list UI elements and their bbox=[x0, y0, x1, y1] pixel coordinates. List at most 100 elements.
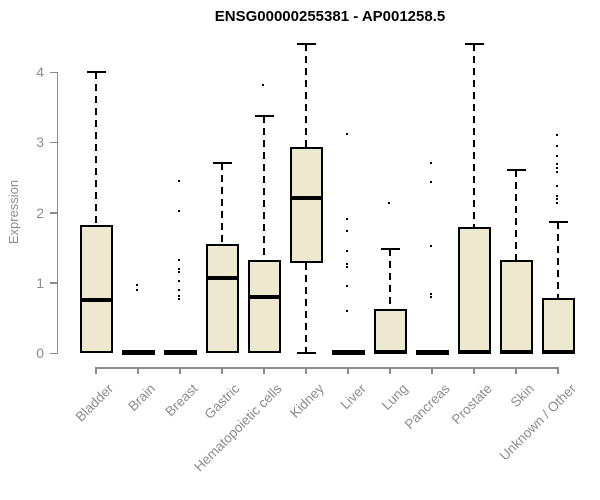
median-line bbox=[499, 349, 533, 354]
whisker-cap bbox=[464, 42, 484, 45]
outlier-point bbox=[135, 288, 138, 291]
x-tick-label-bladder: Bladder bbox=[73, 381, 117, 425]
y-axis-line bbox=[56, 72, 58, 354]
median-line bbox=[457, 349, 491, 354]
lower-whisker bbox=[305, 263, 307, 353]
box-kidney bbox=[289, 147, 323, 264]
median-line bbox=[247, 294, 281, 299]
median-line bbox=[205, 275, 239, 280]
outlier-point bbox=[177, 289, 180, 292]
median-line bbox=[289, 196, 323, 201]
x-tick bbox=[137, 367, 139, 374]
chart-title: ENSG00000255381 - AP001258.5 bbox=[214, 8, 446, 25]
outlier-point bbox=[177, 280, 180, 283]
outlier-point bbox=[177, 259, 180, 262]
outlier-point bbox=[345, 266, 348, 269]
box-bladder bbox=[79, 225, 113, 353]
median-line bbox=[121, 349, 155, 354]
x-axis-line bbox=[95, 367, 559, 369]
x-tick bbox=[179, 367, 181, 374]
outlier-point bbox=[555, 202, 558, 205]
median-line bbox=[79, 298, 113, 303]
outlier-point bbox=[555, 194, 558, 197]
x-tick bbox=[221, 367, 223, 374]
outlier-point bbox=[555, 134, 558, 137]
outlier-point bbox=[555, 145, 558, 148]
x-tick bbox=[347, 367, 349, 374]
whisker-cap bbox=[86, 71, 106, 73]
outlier-point bbox=[177, 271, 180, 274]
y-tick-label: 4 bbox=[36, 64, 44, 80]
outlier-point bbox=[345, 218, 348, 221]
whisker-cap bbox=[296, 42, 316, 45]
y-tick bbox=[50, 141, 57, 144]
outlier-point bbox=[429, 295, 432, 298]
x-tick bbox=[389, 367, 391, 374]
outlier-point bbox=[345, 250, 348, 253]
whisker-cap bbox=[380, 248, 400, 251]
x-tick-label-unknown-other: Unknown / Other bbox=[496, 381, 579, 464]
outlier-point bbox=[177, 180, 180, 183]
upper-whisker bbox=[389, 249, 391, 309]
y-tick-label: 0 bbox=[36, 345, 44, 361]
outlier-point bbox=[345, 285, 348, 288]
y-tick-label: 3 bbox=[36, 134, 44, 151]
whisker-cap bbox=[548, 221, 568, 224]
x-tick bbox=[263, 367, 265, 374]
box-skin bbox=[499, 259, 533, 353]
y-tick-label: 2 bbox=[36, 204, 44, 221]
x-tick-label-brain: Brain bbox=[125, 381, 159, 414]
x-tick-label-kidney: Kidney bbox=[286, 381, 327, 421]
outlier-point bbox=[177, 295, 180, 297]
box-lung bbox=[373, 308, 407, 353]
outlier-point bbox=[387, 202, 390, 205]
y-tick bbox=[50, 71, 57, 73]
outlier-point bbox=[345, 309, 348, 312]
box-gastric bbox=[205, 244, 239, 353]
x-tick bbox=[431, 367, 433, 374]
x-tick bbox=[95, 367, 97, 374]
x-tick bbox=[557, 367, 559, 374]
x-tick-label-liver: Liver bbox=[337, 381, 369, 413]
outlier-point bbox=[345, 229, 348, 232]
x-tick-label-lung: Lung bbox=[378, 381, 411, 413]
outlier-point bbox=[177, 268, 180, 271]
outlier-point bbox=[555, 167, 558, 170]
median-line bbox=[331, 349, 365, 354]
outlier-point bbox=[429, 245, 432, 248]
upper-whisker bbox=[221, 163, 223, 245]
y-tick-label: 1 bbox=[36, 274, 44, 291]
whisker-cap bbox=[254, 115, 274, 118]
median-line bbox=[541, 349, 575, 354]
x-tick bbox=[515, 367, 517, 374]
outlier-point bbox=[345, 262, 348, 265]
median-line bbox=[415, 349, 449, 354]
outlier-point bbox=[429, 292, 432, 295]
x-tick-label-skin: Skin bbox=[507, 381, 537, 411]
x-tick-label-prostate: Prostate bbox=[448, 381, 495, 428]
outlier-point bbox=[345, 132, 348, 135]
x-tick bbox=[305, 367, 307, 374]
whisker-cap bbox=[296, 352, 316, 354]
median-line bbox=[163, 349, 197, 354]
box-hematopoietic-cells bbox=[247, 259, 281, 353]
upper-whisker bbox=[95, 72, 97, 226]
outlier-point bbox=[429, 161, 432, 164]
median-line bbox=[373, 349, 407, 354]
outlier-point bbox=[555, 162, 558, 165]
y-tick bbox=[50, 352, 57, 354]
upper-whisker bbox=[263, 116, 265, 260]
y-tick bbox=[50, 212, 57, 214]
upper-whisker bbox=[473, 43, 475, 227]
outlier-point bbox=[135, 283, 138, 286]
outlier-point bbox=[177, 210, 180, 212]
upper-whisker bbox=[557, 222, 559, 299]
x-tick-label-gastric: Gastric bbox=[201, 381, 243, 422]
x-tick-label-pancreas: Pancreas bbox=[401, 381, 453, 432]
outlier-point bbox=[429, 181, 432, 184]
box-prostate bbox=[457, 226, 491, 353]
x-tick bbox=[473, 367, 475, 374]
whisker-cap bbox=[506, 169, 526, 172]
